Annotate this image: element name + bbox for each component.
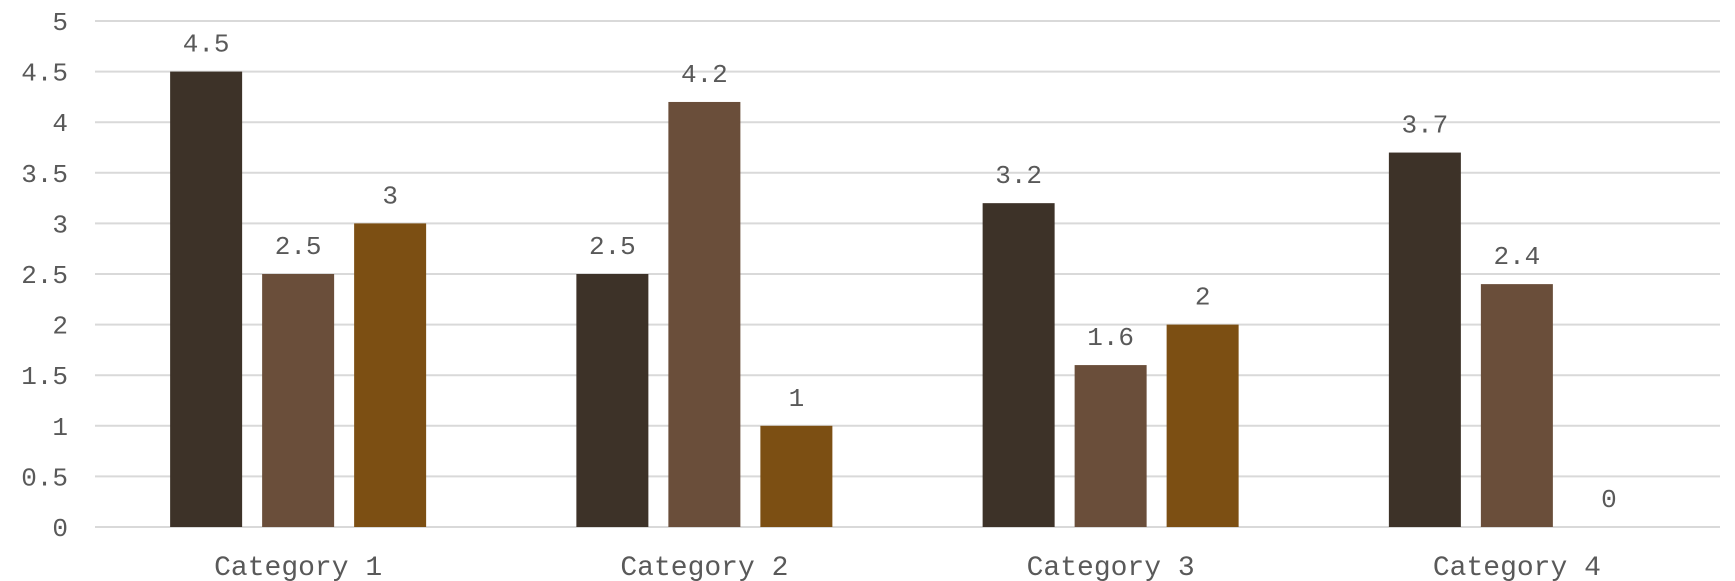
y-tick-label: 5 <box>52 8 68 38</box>
bar <box>1074 365 1147 527</box>
data-label: 0 <box>1601 485 1617 515</box>
bar <box>1166 324 1239 527</box>
y-tick-label: 1.5 <box>21 362 68 392</box>
category-labels: Category 1 Category 2 Category 3 Category 4 <box>214 553 1601 581</box>
bar <box>982 203 1055 527</box>
y-tick-label: 2.5 <box>21 261 68 291</box>
bar <box>668 101 741 528</box>
category-label: Category 1 <box>214 553 382 581</box>
data-label: 3.2 <box>995 161 1042 191</box>
gridlines <box>95 20 1720 528</box>
data-label: 1 <box>789 384 805 414</box>
category-label: Category 4 <box>1433 553 1601 581</box>
bar <box>170 71 243 527</box>
bar <box>262 274 335 527</box>
category-label: Category 3 <box>1027 553 1195 581</box>
y-tick-label: 3 <box>52 210 68 240</box>
y-tick-label: 0.5 <box>21 463 68 493</box>
data-label: 4.5 <box>183 30 230 60</box>
data-label: 3 <box>382 181 398 211</box>
bar <box>354 223 427 527</box>
y-tick-label: 4.5 <box>21 59 68 89</box>
data-label: 2 <box>1195 283 1211 313</box>
data-label: 2.5 <box>589 232 636 262</box>
data-label: 1.6 <box>1087 323 1134 353</box>
bar <box>1480 284 1553 527</box>
data-label: 2.4 <box>1493 242 1540 272</box>
y-axis-ticks: 0 0.5 1 1.5 2 2.5 3 3.5 4 4.5 5 <box>21 8 68 544</box>
data-label: 4.2 <box>681 60 728 90</box>
y-tick-label: 0 <box>52 514 68 544</box>
data-labels: 4.5 2.5 3 2.5 4.2 1 3.2 1.6 2 3.7 2.4 0 <box>183 30 1617 515</box>
data-label: 3.7 <box>1401 111 1448 141</box>
y-tick-label: 1 <box>52 413 68 443</box>
bars <box>170 71 1553 528</box>
y-tick-label: 2 <box>52 312 68 342</box>
bar <box>1388 152 1461 527</box>
bar <box>576 274 649 527</box>
data-label: 2.5 <box>275 232 322 262</box>
y-tick-label: 3.5 <box>21 160 68 190</box>
category-label: Category 2 <box>620 553 788 581</box>
bar <box>760 425 833 527</box>
y-tick-label: 4 <box>52 109 68 139</box>
